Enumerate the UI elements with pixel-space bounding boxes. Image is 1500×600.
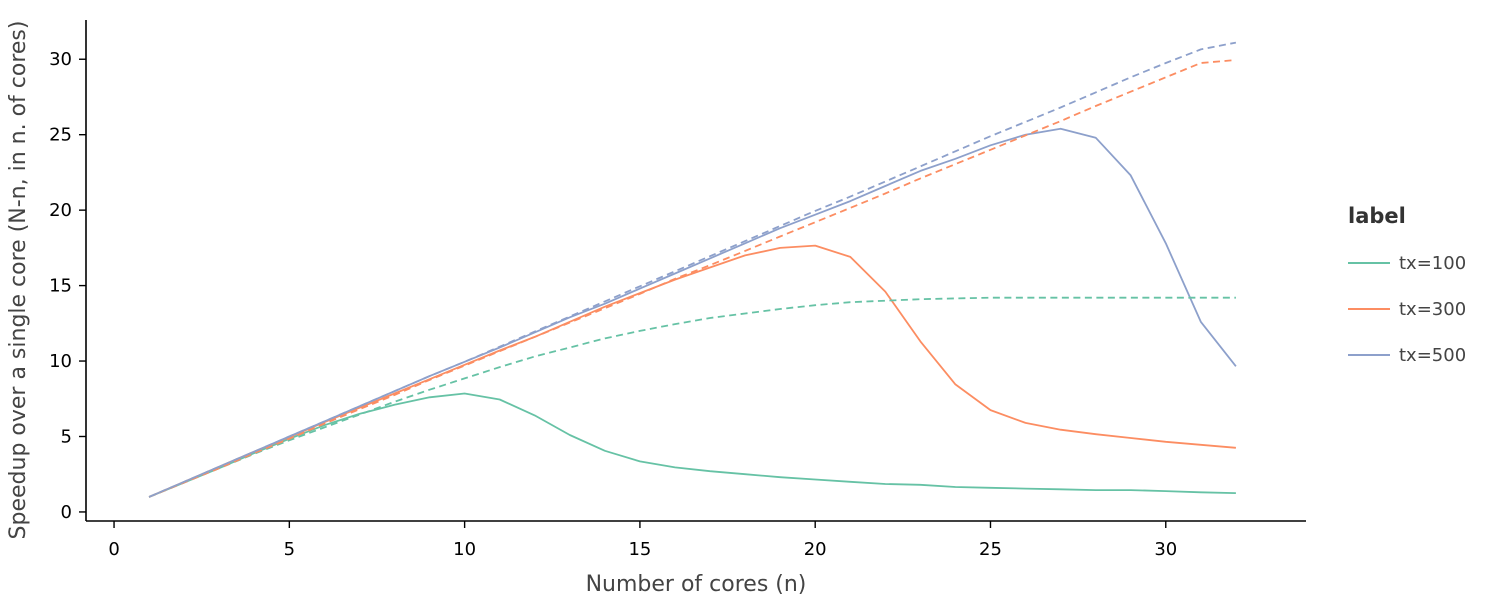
legend-label: tx=300 [1399,299,1466,320]
x-ticks: 0 5 10 15 20 25 30 [108,521,1177,560]
legend-label: tx=100 [1399,253,1466,274]
legend-title: label [1348,204,1406,228]
y-tick-label: 10 [49,351,72,372]
y-tick-label: 30 [49,49,72,70]
x-tick-label: 15 [628,539,651,560]
y-tick-label: 0 [61,502,72,523]
x-tick-label: 10 [453,539,476,560]
dashed-series-line-3 [148,296,1236,498]
x-tick-label: 20 [804,539,827,560]
y-tick-label: 20 [49,200,72,221]
x-tick-label: 0 [108,539,119,560]
legend: label tx=100 tx=300 tx=500 [1348,204,1466,366]
series-line-0 [148,392,1236,498]
plot-lines [148,41,1237,498]
y-ticks: 0 5 10 15 20 25 30 [49,49,86,523]
x-tick-label: 25 [979,539,1002,560]
dashed-series-line-4 [148,59,1236,498]
dashed-series-line-5 [148,41,1237,498]
y-axis-title: Speedup over a single core (N-n, in n. o… [6,21,31,540]
series-line-2 [148,127,1237,498]
legend-label: tx=500 [1399,345,1466,366]
legend-items: tx=100 tx=300 tx=500 [1348,253,1466,366]
y-tick-label: 25 [49,125,72,146]
y-tick-label: 5 [61,426,72,447]
x-tick-label: 5 [284,539,295,560]
series-line-1 [148,244,1236,498]
x-axis-title: Number of cores (n) [586,572,807,597]
x-tick-label: 30 [1154,539,1177,560]
y-tick-label: 15 [49,276,72,297]
